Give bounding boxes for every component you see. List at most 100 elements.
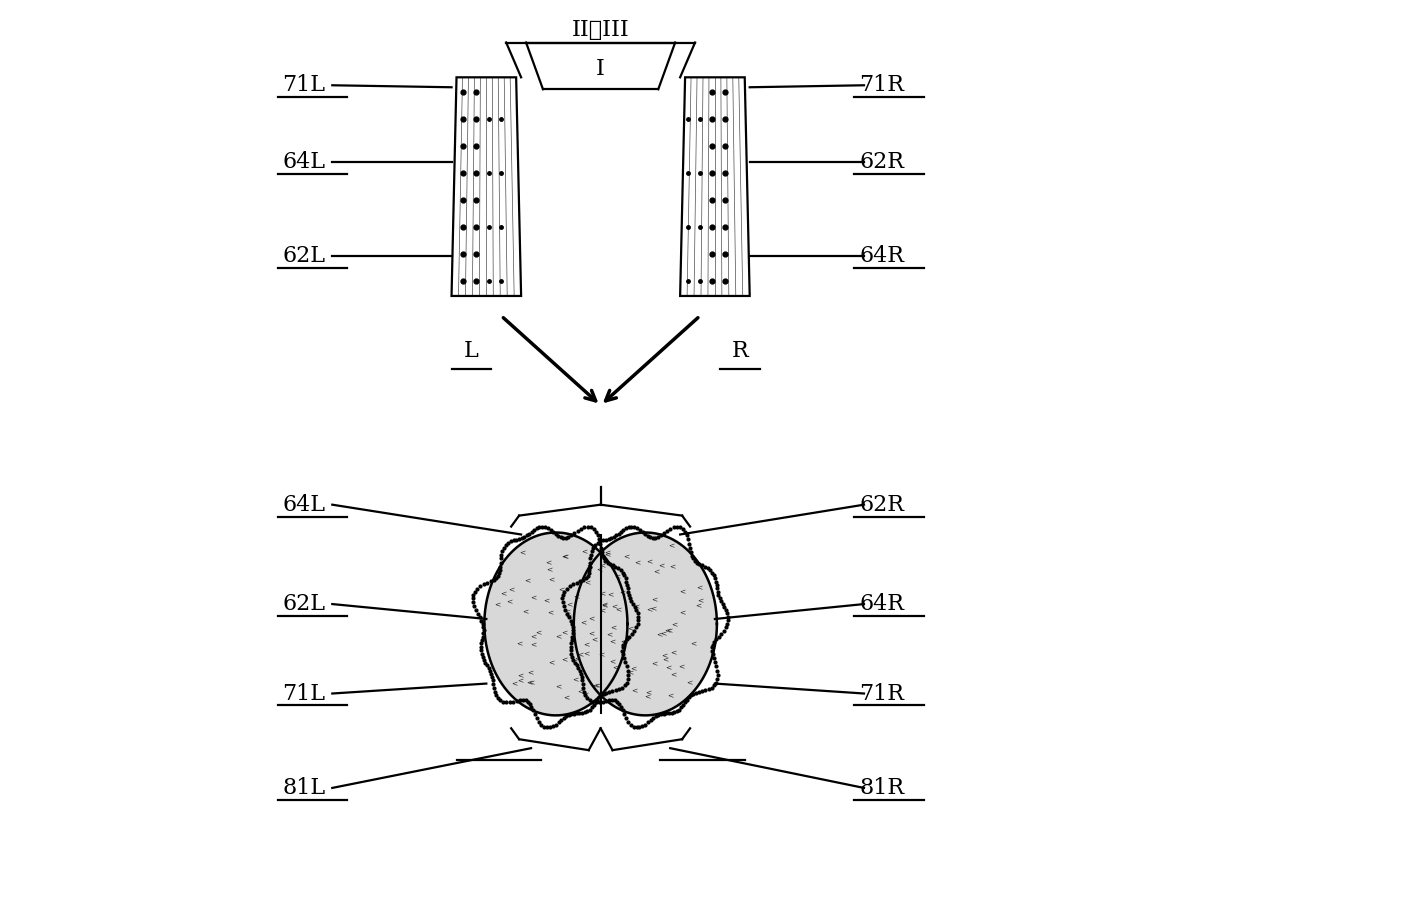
Text: <: < (645, 693, 651, 701)
Text: <: < (615, 606, 621, 614)
Text: 71L: 71L (283, 682, 325, 704)
Text: <: < (572, 658, 578, 666)
Text: <: < (555, 683, 562, 691)
Text: <: < (697, 584, 702, 592)
Text: <: < (611, 624, 617, 633)
Text: <: < (614, 574, 621, 582)
Text: <: < (508, 586, 515, 595)
Text: 64L: 64L (283, 151, 325, 173)
Text: <: < (629, 665, 637, 673)
Text: 64L: 64L (283, 494, 325, 516)
Text: <: < (672, 622, 677, 629)
Text: <: < (586, 562, 593, 570)
Text: 64R: 64R (859, 593, 904, 615)
Text: <: < (580, 620, 586, 628)
Text: 62R: 62R (859, 494, 904, 516)
Text: <: < (582, 691, 587, 700)
Text: <: < (679, 662, 684, 671)
Text: <: < (652, 661, 658, 669)
Text: <: < (690, 641, 697, 649)
Text: <: < (592, 636, 597, 644)
Text: <: < (667, 692, 673, 700)
Text: <: < (646, 606, 653, 614)
Text: <: < (536, 630, 543, 638)
Text: <: < (669, 563, 676, 571)
Text: <: < (578, 652, 583, 660)
Text: <: < (566, 602, 572, 610)
Text: <: < (695, 602, 701, 610)
Text: 64R: 64R (859, 245, 904, 267)
Text: <: < (561, 656, 568, 664)
Text: <: < (601, 602, 607, 610)
Text: L: L (464, 339, 479, 362)
Text: <: < (613, 664, 618, 672)
Text: <: < (522, 608, 529, 616)
Text: <: < (519, 549, 526, 557)
Text: <: < (660, 631, 667, 639)
Text: <: < (594, 682, 600, 691)
Text: <: < (499, 590, 506, 598)
Text: 62L: 62L (283, 593, 325, 615)
Text: <: < (607, 592, 613, 600)
Text: <: < (610, 638, 615, 646)
Text: <: < (583, 580, 590, 587)
Text: <: < (645, 690, 651, 697)
Text: <: < (572, 676, 578, 684)
Text: <: < (596, 566, 603, 574)
Text: <: < (656, 631, 663, 639)
Text: <: < (604, 549, 610, 557)
Text: <: < (512, 681, 517, 689)
Text: <: < (583, 642, 589, 650)
Text: <: < (582, 548, 587, 556)
Text: <: < (583, 651, 590, 659)
Text: <: < (680, 588, 686, 596)
Text: <: < (597, 652, 604, 660)
Text: <: < (653, 568, 659, 576)
Text: <: < (529, 680, 534, 687)
Text: <: < (589, 630, 594, 638)
Text: <: < (530, 634, 537, 642)
Text: <: < (658, 562, 665, 570)
Text: <: < (561, 630, 568, 637)
Text: <: < (547, 567, 552, 574)
Text: <: < (624, 553, 629, 561)
Polygon shape (451, 77, 522, 296)
Text: I: I (596, 58, 606, 81)
Text: <: < (547, 609, 554, 617)
Text: <: < (662, 657, 669, 665)
Text: <: < (548, 660, 555, 668)
Text: <: < (665, 627, 670, 635)
Text: <: < (548, 576, 554, 585)
Text: <: < (575, 656, 580, 663)
Text: <: < (495, 602, 501, 610)
Text: <: < (517, 672, 523, 681)
Text: <: < (607, 632, 613, 640)
Text: <: < (627, 670, 634, 678)
Text: <: < (620, 589, 625, 597)
Text: <: < (589, 615, 594, 624)
Text: <: < (564, 694, 569, 702)
Text: 71R: 71R (859, 682, 904, 704)
Text: 62R: 62R (859, 151, 904, 173)
Text: <: < (559, 586, 565, 595)
Text: <: < (592, 682, 599, 691)
Text: <: < (611, 604, 617, 612)
Text: 81L: 81L (283, 776, 325, 799)
Text: 62L: 62L (283, 245, 325, 267)
Text: 71L: 71L (283, 74, 325, 96)
Text: <: < (599, 590, 606, 598)
Text: <: < (631, 687, 637, 695)
Text: 71R: 71R (859, 74, 904, 96)
Text: 81R: 81R (859, 776, 904, 799)
Text: <: < (544, 597, 550, 605)
Text: <: < (506, 598, 513, 606)
Text: <: < (608, 658, 615, 666)
Text: <: < (627, 625, 634, 633)
Text: <: < (620, 638, 627, 646)
Text: <: < (527, 669, 533, 677)
Text: <: < (516, 641, 522, 648)
Text: <: < (646, 558, 653, 567)
Text: <: < (555, 634, 562, 642)
Text: <: < (576, 689, 583, 696)
Text: <: < (517, 678, 524, 686)
